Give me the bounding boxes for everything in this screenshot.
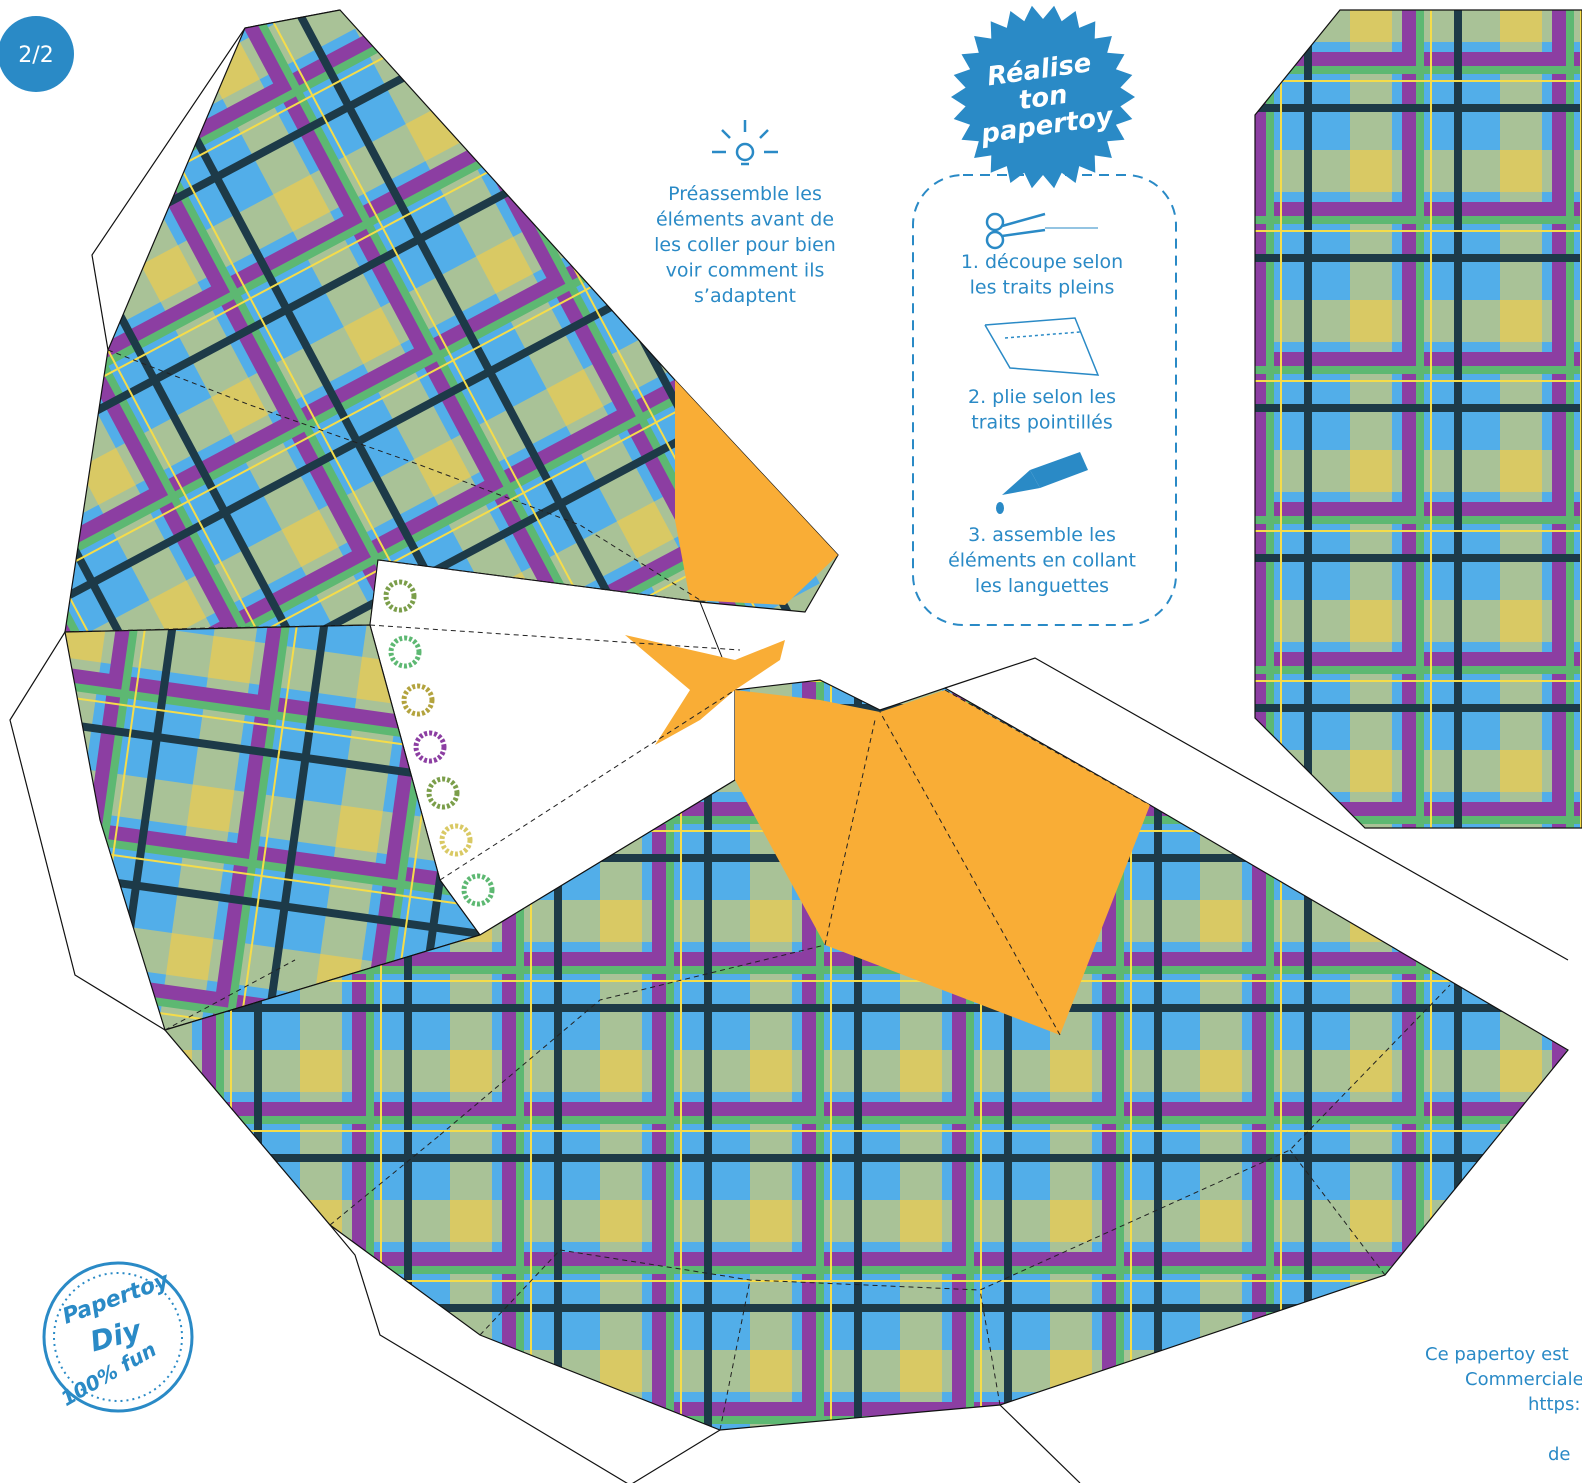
plaid-piece [1254,9,1582,829]
cut-line [329,1224,721,1483]
bulb-icon [712,120,778,166]
text-line: https: [1528,1394,1580,1415]
star-tab [625,635,785,745]
text-line: 1. découpe selon [961,251,1123,273]
text-line: ton [1017,80,1070,117]
cut-line [944,657,1569,961]
text-line: les traits pleins [970,277,1115,299]
glue-tab [675,380,838,605]
fold-lines [64,349,1451,1431]
text-line: voir comment ils [666,260,825,282]
fold-icon [984,317,1100,376]
stamp [42,1261,194,1413]
steps-box [912,174,1177,626]
text-line: 3. assemble les [968,524,1116,546]
dot-rings [383,579,495,907]
tip-text: Préassemble les éléments avant de les coll… [654,183,836,307]
cut-line [9,631,166,1031]
badge-starburst [951,5,1135,189]
credit-text: Ce papertoy est Commerciale https: de [1425,1344,1582,1465]
text-line: les coller pour bien [654,234,836,256]
text-line: 2. plie selon les [968,386,1116,408]
page-number: 2/2 [18,43,53,68]
text-line: s’adaptent [694,285,796,307]
text-line: éléments en collant [948,550,1136,572]
text-line: Commerciale [1465,1369,1582,1390]
scissors-icon [985,212,1098,250]
steps-text: 1. découpe selon les traits pleins 2. plie… [948,251,1136,597]
text-line: éléments avant de [656,209,834,231]
text-line: Ce papertoy est [1425,1344,1569,1365]
page-badge [0,16,74,92]
stamp-ring [53,1272,183,1402]
text-line: les languettes [975,575,1109,597]
glue-tab [735,690,1150,1035]
text-line: Préassemble les [668,183,822,205]
glue-icon [996,452,1088,514]
text-line: de [1548,1444,1571,1465]
text-line: traits pointillés [971,412,1112,434]
cut-line [999,1404,1081,1483]
